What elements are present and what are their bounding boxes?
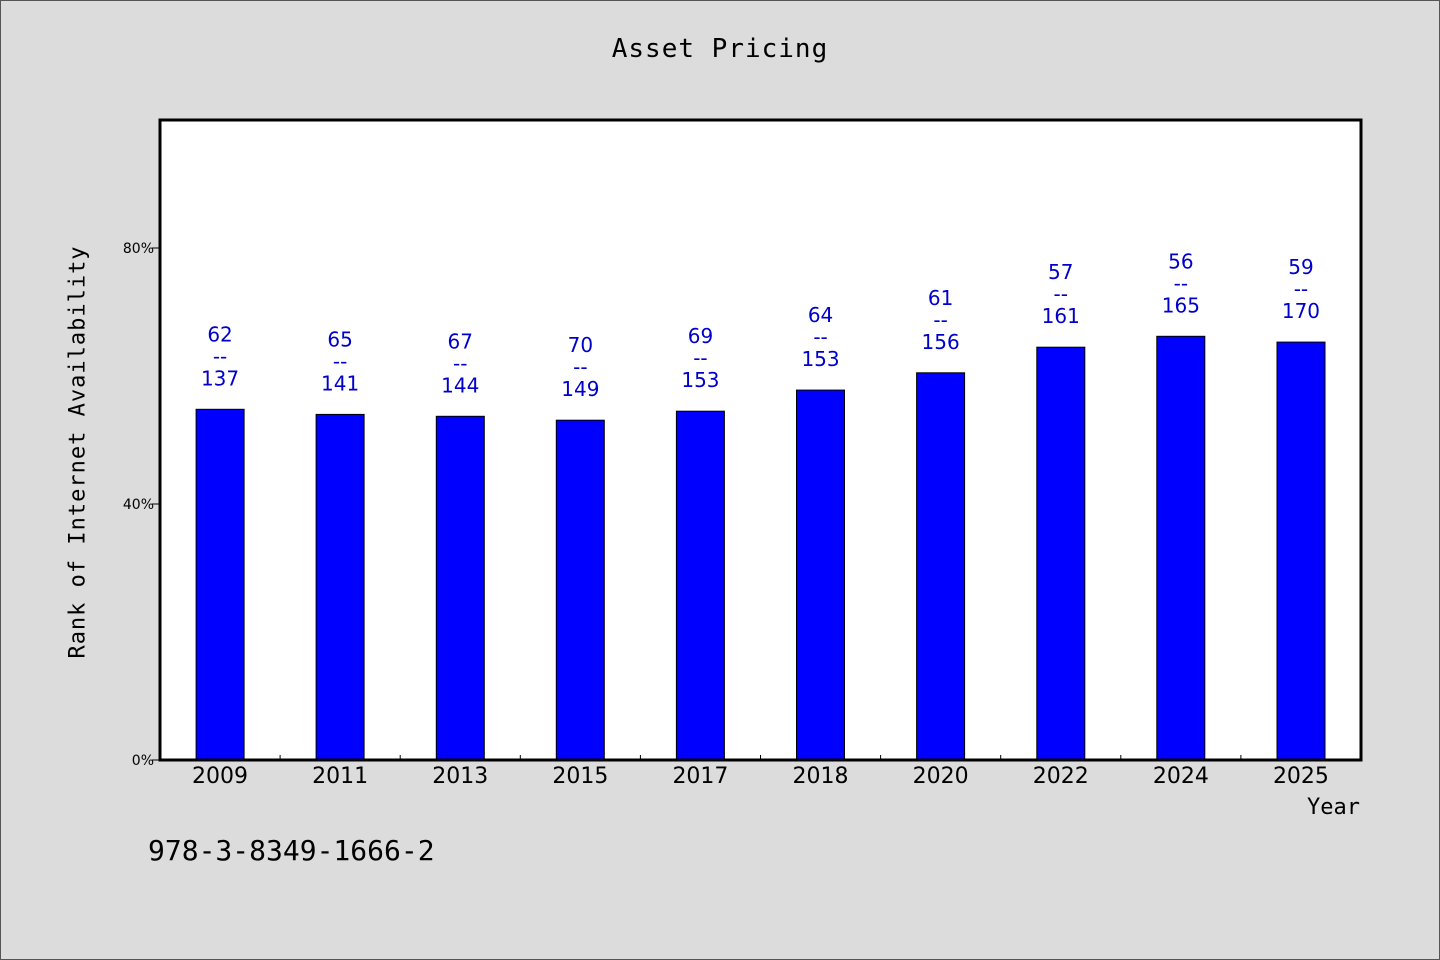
data-label-separator-2025: -- [1294,277,1308,301]
data-label-top-2011: 65 [327,327,352,351]
data-label-top-2018: 64 [808,303,833,327]
x-tick-label-2009: 2009 [192,764,248,789]
bar-2024 [1156,335,1206,761]
x-tick-label-2022: 2022 [1033,764,1089,789]
data-label-top-2015: 70 [568,333,593,357]
y-tick-label-40pct: 40% [123,497,154,513]
x-tick-label-2020: 2020 [913,764,969,789]
data-label-separator-2015: -- [573,355,587,379]
data-label-top-2013: 67 [448,329,473,353]
isbn-label: 978-3-8349-1666-2 [148,834,435,867]
x-tick-label-2025: 2025 [1273,764,1329,789]
data-label-bottom-2024: 165 [1162,293,1200,317]
x-tick-label-2018: 2018 [793,764,849,789]
x-tick-label-2011: 2011 [312,764,368,789]
bar-2020 [916,372,966,761]
data-label-bottom-2009: 137 [201,366,239,390]
x-tick-label-2024: 2024 [1153,764,1209,789]
data-label-separator-2020: -- [933,308,947,332]
data-label-separator-2024: -- [1174,271,1188,295]
y-tick-label-80pct: 80% [123,241,154,257]
data-label-top-2022: 57 [1048,260,1073,284]
data-label-separator-2018: -- [813,325,827,349]
data-label-bottom-2017: 153 [681,368,719,392]
data-label-top-2025: 59 [1288,255,1313,279]
data-label-bottom-2020: 156 [922,330,960,354]
data-label-top-2009: 62 [207,322,232,346]
data-label-bottom-2025: 170 [1282,299,1320,323]
chart-title: Asset Pricing [611,34,829,64]
data-label-separator-2013: -- [453,351,467,375]
bar-2009 [195,408,245,761]
data-label-bottom-2011: 141 [321,371,359,395]
data-label-bottom-2022: 161 [1042,304,1080,328]
x-axis-label: Year [1307,795,1360,820]
bar-2011 [315,413,365,761]
data-label-separator-2011: -- [333,349,347,373]
plot-border [158,118,1363,762]
bar-2015 [555,419,605,761]
data-label-bottom-2015: 149 [561,377,599,401]
data-label-separator-2017: -- [693,346,707,370]
data-label-bottom-2013: 144 [441,373,479,397]
bar-2013 [435,415,485,761]
x-tick-label-2013: 2013 [432,764,488,789]
bar-2025 [1276,341,1326,761]
bar-2022 [1036,346,1086,761]
bar-2018 [796,389,845,761]
data-label-bottom-2018: 153 [801,347,839,371]
y-tick-label-0pct: 0% [132,753,154,769]
bar-2017 [675,410,725,761]
data-label-separator-2009: -- [213,344,227,368]
x-tick-label-2015: 2015 [552,764,608,789]
data-label-top-2024: 56 [1168,249,1193,273]
data-label-top-2020: 61 [928,286,953,310]
data-label-top-2017: 69 [688,324,713,348]
x-tick-label-2017: 2017 [672,764,728,789]
data-label-separator-2022: -- [1054,282,1068,306]
